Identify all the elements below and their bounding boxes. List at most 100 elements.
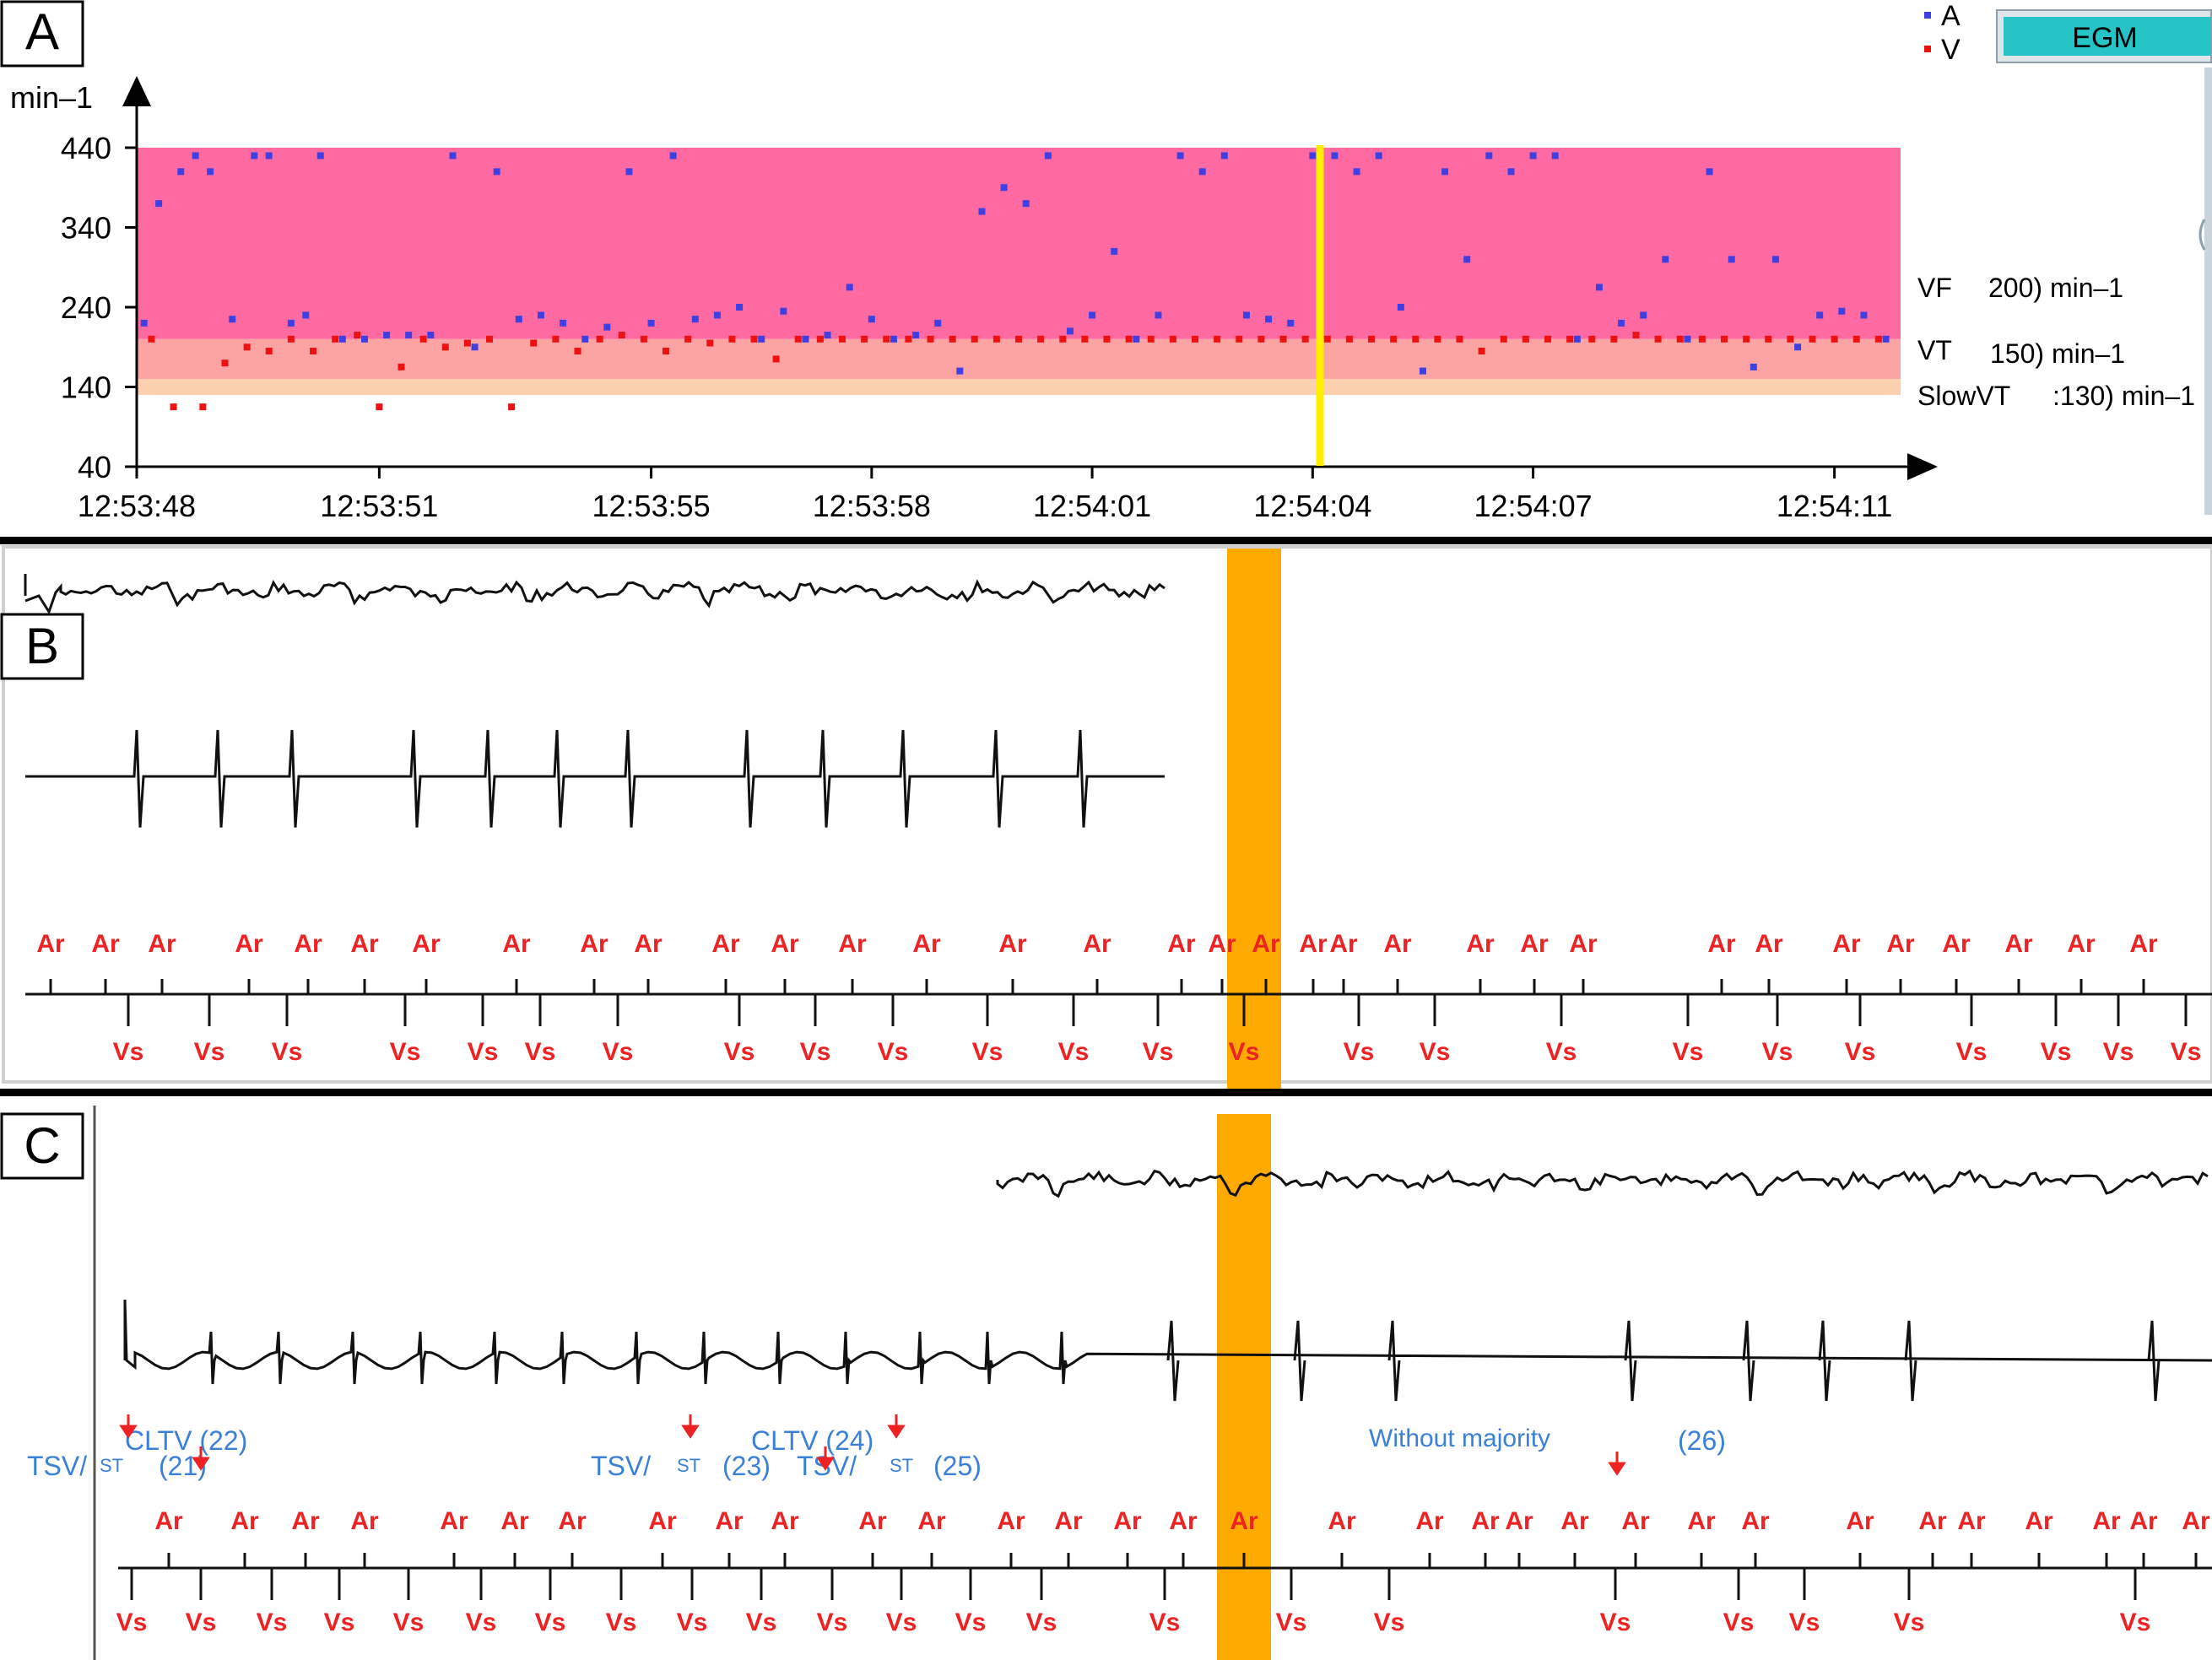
egm-button-label: EGM [2072, 22, 2137, 54]
ventricular-rate-point [1103, 335, 1111, 343]
ventricular-rate-point [1566, 335, 1574, 343]
atrial-rate-point [1441, 168, 1449, 176]
detection-arrow-icon [192, 1446, 210, 1471]
atrial-rate-point [912, 332, 920, 339]
atrial-rate-point [780, 307, 787, 315]
ventricular-sense-marker: Vs [817, 1609, 848, 1636]
atrial-sense-marker: Ar [2182, 1507, 2210, 1535]
panel-b-box [0, 613, 84, 680]
ventricular-rate-point [265, 347, 273, 354]
ventricular-sense-marker: Vs [113, 1038, 144, 1066]
ventricular-rate-point [1301, 335, 1309, 343]
ventricular-sense-marker: Vs [1276, 1609, 1307, 1636]
atrial-sense-marker: Ar [558, 1507, 587, 1535]
atrial-sense-marker: Ar [1328, 1507, 1356, 1535]
atrial-sense-marker: Ar [412, 930, 441, 958]
ventricular-rate-point [750, 335, 758, 343]
ventricular-rate-point [1434, 335, 1441, 343]
annot-num-26: (26) [1678, 1425, 1726, 1456]
scrollbar-handle[interactable] [2198, 219, 2206, 251]
ventricular-sense-marker: Vs [535, 1609, 566, 1636]
atrial-rate-point [1397, 304, 1404, 311]
ventricular-rate-point [310, 347, 316, 354]
atrial-rate-point [1640, 311, 1647, 319]
atrial-rate-point [140, 319, 148, 327]
atrial-rate-point [405, 332, 413, 339]
ventricular-sense-marker: Vs [800, 1038, 831, 1066]
atrial-rate-point [1860, 311, 1868, 319]
ventricular-sense-marker: Vs [116, 1609, 148, 1636]
atrial-rate-point [338, 335, 346, 343]
atrial-rate-point [1176, 152, 1184, 160]
ventricular-sense-marker: Vs [1673, 1038, 1704, 1066]
atrial-sense-marker: Ar [1329, 930, 1358, 958]
annot-st-21: ST [100, 1455, 123, 1476]
atrial-sense-marker: Ar [230, 1507, 259, 1535]
x-tick-label: 12:54:04 [1253, 489, 1371, 523]
ventricular-sense-marker: Vs [393, 1609, 425, 1636]
ventricular-sense-marker: Vs [1229, 1038, 1260, 1066]
panel-c-atrial-egm-trace [996, 1169, 2209, 1198]
ventricular-sense-marker: Vs [1762, 1038, 1793, 1066]
ventricular-rate-point [1279, 335, 1287, 343]
atrial-rate-point [1882, 335, 1890, 343]
detection-arrow-icon [681, 1414, 700, 1439]
atrial-rate-point [1000, 184, 1008, 192]
atrial-rate-point [1684, 335, 1691, 343]
atrial-rate-point [1794, 343, 1802, 351]
ventricular-rate-point [148, 335, 155, 343]
scrollbar-track[interactable] [2204, 68, 2212, 515]
ventricular-rate-point [1522, 335, 1529, 343]
ventricular-sense-marker: Vs [972, 1038, 1003, 1066]
atrial-sense-marker: Ar [91, 930, 120, 958]
ventricular-sense-marker: Vs [2171, 1038, 2202, 1066]
atrial-rate-point [1353, 168, 1360, 176]
atrial-rate-point [1309, 152, 1317, 160]
ventricular-sense-marker: Vs [2041, 1038, 2072, 1066]
atrial-rate-point [956, 367, 964, 375]
atrial-rate-point [824, 332, 831, 339]
atrial-sense-marker: Ar [771, 930, 799, 958]
y-tick-label: 440 [61, 131, 111, 165]
atrial-rate-point [207, 168, 214, 176]
ventricular-rate-point [1147, 335, 1155, 343]
x-tick-label: 12:54:01 [1033, 489, 1151, 523]
annot-cltv-24: CLTV (24) [751, 1425, 873, 1456]
ventricular-rate-point [949, 335, 956, 343]
atrial-sense-marker: Ar [154, 1507, 183, 1535]
atrial-rate-point [1573, 335, 1581, 343]
zone-slowvt-value: :130) min–1 [2052, 381, 2195, 411]
divider-bc [0, 1089, 2212, 1096]
atrial-rate-point [1771, 256, 1779, 263]
ventricular-rate-point [596, 335, 603, 343]
ventricular-rate-point [574, 347, 581, 354]
panel-c-letter: C [24, 1117, 60, 1174]
atrial-sense-marker: Ar [36, 930, 65, 958]
ventricular-rate-point [992, 335, 1000, 343]
atrial-rate-point [1816, 311, 1824, 319]
ventricular-rate-point [1214, 335, 1221, 343]
atrial-rate-point [177, 168, 185, 176]
ventricular-sense-marker: Vs [878, 1038, 909, 1066]
ventricular-rate-point [1456, 335, 1463, 343]
annot-cltv-22: CLTV (22) [125, 1425, 247, 1456]
atrial-rate-point [1529, 152, 1537, 160]
ventricular-rate-point [221, 360, 229, 367]
atrial-rate-point [155, 200, 163, 208]
atrial-sense-marker: Ar [350, 1507, 379, 1535]
y-tick-label: 40 [78, 450, 111, 484]
ventricular-rate-point [816, 335, 824, 343]
ventricular-sense-marker: Vs [1723, 1609, 1755, 1636]
atrial-rate-point [625, 168, 633, 176]
egm-button[interactable]: EGM [1996, 9, 2212, 63]
annot-st-25: ST [890, 1455, 913, 1476]
atrial-rate-point [758, 335, 765, 343]
atrial-rate-point [1242, 311, 1250, 319]
ventricular-sense-marker: Vs [1956, 1038, 1988, 1066]
ventricular-sense-marker: Vs [466, 1609, 497, 1636]
detection-arrow-icon [816, 1446, 835, 1471]
atrial-sense-marker: Ar [1560, 1507, 1589, 1535]
y-ticks: 440 340 240 140 40 [61, 131, 137, 484]
y-tick-label: 340 [61, 211, 111, 246]
ventricular-rate-point [1588, 335, 1596, 343]
